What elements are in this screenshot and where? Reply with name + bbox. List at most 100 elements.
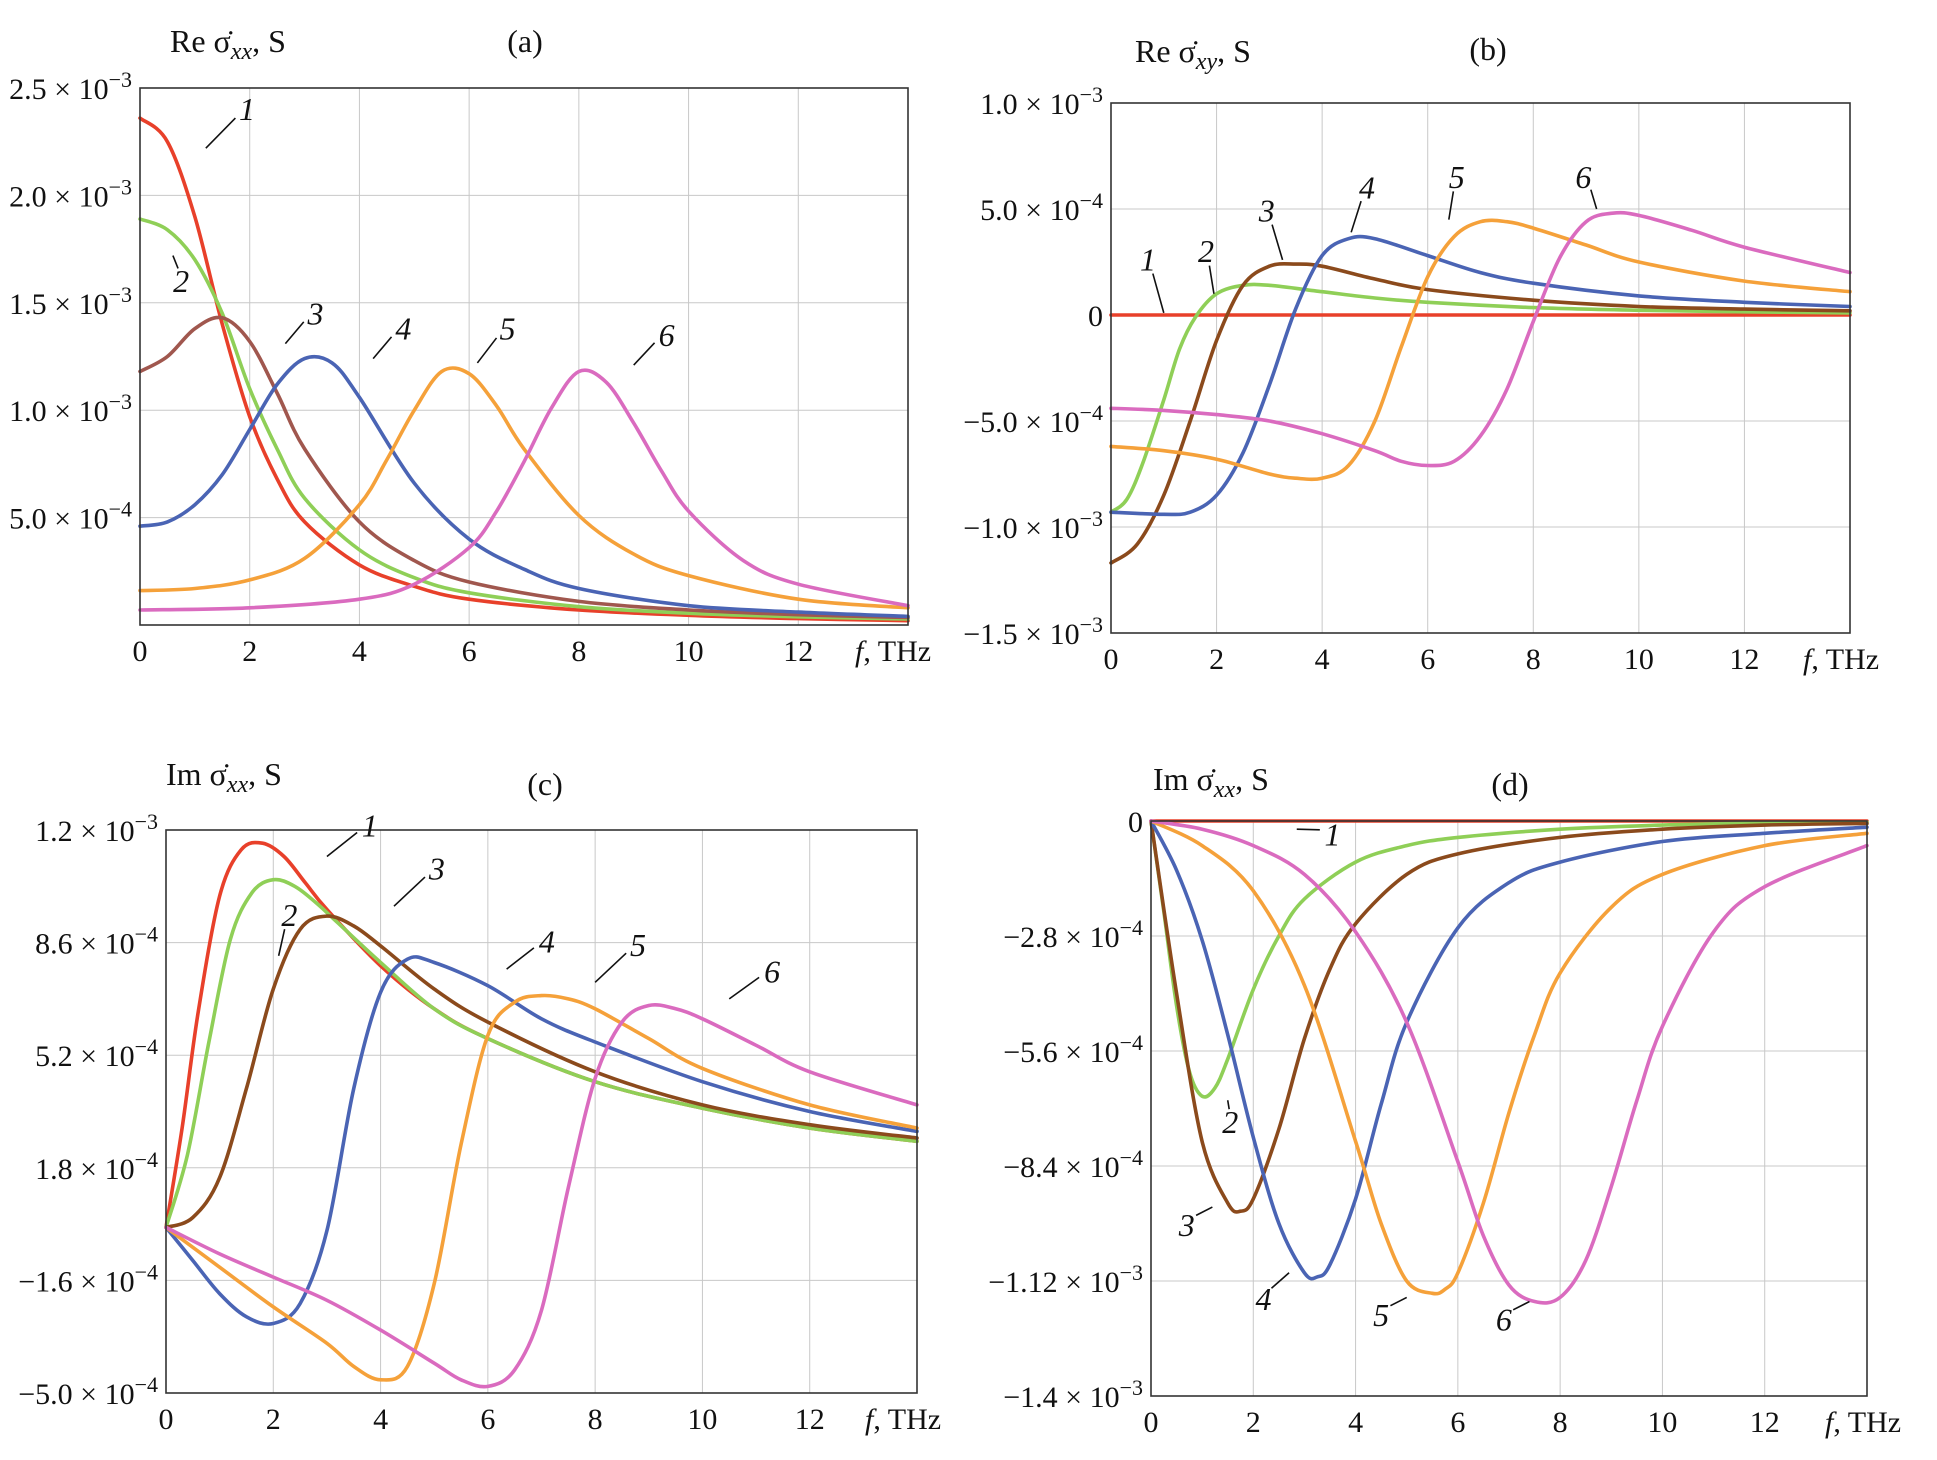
leader-line xyxy=(1512,1300,1530,1311)
y-tick-label: −8.4 × 10−4 xyxy=(1003,1145,1143,1184)
series-line-5 xyxy=(1109,218,1852,482)
leader-line xyxy=(1208,265,1215,294)
y-tick-label: −5.0 × 10−4 xyxy=(963,400,1103,439)
y-tick-label: 5.2 × 10−4 xyxy=(35,1034,158,1073)
x-tick-label: 8 xyxy=(588,1403,603,1436)
y-axis-label: Re σ̇xx, S xyxy=(170,23,286,65)
curve-number-label: 1 xyxy=(1140,241,1156,277)
series-line-2 xyxy=(1149,819,1869,1099)
y-tick-label: 2.0 × 10−3 xyxy=(9,174,132,213)
curve-number-label: 6 xyxy=(764,953,780,989)
series-line-2 xyxy=(1109,282,1852,514)
x-tick-label: 4 xyxy=(1348,1406,1363,1439)
y-axis-label: Im σ̇xx, S xyxy=(1153,761,1269,803)
curve-number-label: 2 xyxy=(173,263,189,299)
y-tick-labels: 1.2 × 10−3 8.6 × 10−4 5.2 × 10−4 1.8 × 10−4… xyxy=(18,809,158,1411)
panel-label: (d) xyxy=(1491,766,1528,802)
y-axis-label: Re σ̇xy, S xyxy=(1135,33,1251,75)
y-tick-label: 0 xyxy=(1128,806,1143,839)
x-tick-label: 12 xyxy=(783,635,813,668)
series-line-5 xyxy=(138,366,910,610)
y-tick-label: −5.6 × 10−4 xyxy=(1003,1030,1143,1069)
series-group xyxy=(164,840,919,1389)
curve-number-label: 1 xyxy=(239,91,255,127)
x-tick-label: 2 xyxy=(242,635,257,668)
y-tick-label: −1.4 × 10−3 xyxy=(1003,1375,1143,1414)
x-tick-label: 6 xyxy=(462,635,477,668)
y-tick-label: −1.6 × 10−4 xyxy=(18,1259,158,1298)
y-tick-label: −1.12 × 10−3 xyxy=(988,1260,1143,1299)
panel-label: (c) xyxy=(527,766,563,802)
x-tick-label: 12 xyxy=(795,1403,825,1436)
x-tick-label: 10 xyxy=(674,635,704,668)
leader-line xyxy=(728,976,760,1000)
leader-line xyxy=(506,947,535,970)
curve-number-label: 5 xyxy=(1449,159,1465,195)
curve-number-label: 6 xyxy=(659,317,675,353)
series-line-3 xyxy=(164,914,919,1230)
curve-number-label: 3 xyxy=(428,851,445,887)
y-tick-label: 1.0 × 10−3 xyxy=(980,82,1103,121)
leader-line xyxy=(633,342,656,366)
x-tick-label: 6 xyxy=(480,1403,495,1436)
leader-line xyxy=(1296,828,1320,831)
y-tick-label: 2.5 × 10−3 xyxy=(9,67,132,106)
x-axis-label: f, THz xyxy=(855,635,931,668)
panel-c: 1.2 × 10−3 8.6 × 10−4 5.2 × 10−4 1.8 × 10−4… xyxy=(18,756,941,1436)
x-tick-label: 12 xyxy=(1729,643,1759,676)
curve-number-label: 3 xyxy=(1258,193,1275,229)
curve-number-label: 3 xyxy=(1178,1207,1195,1243)
curve-number-label: 4 xyxy=(395,310,411,346)
leader-line xyxy=(1271,224,1284,261)
plot-frame xyxy=(165,829,918,1394)
plot-frame xyxy=(139,87,909,626)
x-tick-labels: 0 2 4 6 8 10 12 xyxy=(1144,1406,1780,1439)
leader-line xyxy=(1448,191,1455,220)
leader-line xyxy=(326,831,358,858)
gridlines xyxy=(1111,103,1850,633)
curve-annotations: 1 2 3 4 5 6 xyxy=(1178,817,1530,1337)
y-tick-labels: 1.0 × 10−3 5.0 × 10−4 0 −5.0 × 10−4 −1.0 × 1… xyxy=(963,82,1103,651)
curve-number-label: 3 xyxy=(307,295,324,331)
y-tick-labels: 0 −2.8 × 10−4 −5.6 × 10−4 −8.4 × 10−4 −1.12 … xyxy=(988,806,1143,1414)
x-tick-labels: 0 2 4 6 8 10 12 xyxy=(1104,643,1760,676)
leader-line xyxy=(1350,200,1362,233)
curve-number-label: 4 xyxy=(1359,169,1375,205)
y-tick-label: 0 xyxy=(1088,300,1103,333)
leader-line xyxy=(1195,1206,1213,1217)
x-tick-label: 6 xyxy=(1420,643,1435,676)
y-tick-label: 1.0 × 10−3 xyxy=(9,389,132,428)
leader-line xyxy=(1390,1296,1408,1307)
series-line-1 xyxy=(164,840,919,1230)
leader-line xyxy=(172,255,179,269)
series-line-5 xyxy=(164,993,919,1382)
y-tick-label: −1.5 × 10−3 xyxy=(963,612,1103,651)
x-axis-label: f, THz xyxy=(1803,643,1879,676)
curve-number-label: 1 xyxy=(362,808,378,844)
y-tick-label: −2.8 × 10−4 xyxy=(1003,915,1143,954)
plot-frame xyxy=(1110,102,1851,634)
gridlines xyxy=(166,830,917,1393)
curve-number-label: 2 xyxy=(281,897,297,933)
series-line-6 xyxy=(164,1002,919,1389)
x-tick-label: 10 xyxy=(687,1403,717,1436)
plot-frame xyxy=(1150,820,1868,1397)
panel-a: 2.5 × 10−3 2.0 × 10−3 1.5 × 10−3 1.0 × 10−3… xyxy=(9,23,931,668)
leader-line xyxy=(1270,1272,1290,1289)
leader-line xyxy=(1590,189,1598,210)
panel-b: 1.0 × 10−3 5.0 × 10−4 0 −5.0 × 10−4 −1.0 × 1… xyxy=(963,31,1879,676)
x-tick-label: 2 xyxy=(1209,643,1224,676)
x-tick-label: 10 xyxy=(1647,1406,1677,1439)
leader-line xyxy=(594,952,627,983)
leader-line xyxy=(1152,273,1165,314)
leader-line xyxy=(372,336,393,360)
y-tick-label: 5.0 × 10−4 xyxy=(9,497,132,536)
x-tick-label: 8 xyxy=(1553,1406,1568,1439)
series-line-4 xyxy=(1149,819,1869,1281)
curve-annotations: 1 2 3 4 5 6 xyxy=(1140,159,1598,314)
series-line-6 xyxy=(1109,210,1852,468)
leader-line xyxy=(476,337,498,364)
x-axis-label: f, THz xyxy=(865,1403,941,1436)
y-tick-label: 5.0 × 10−4 xyxy=(980,188,1103,227)
